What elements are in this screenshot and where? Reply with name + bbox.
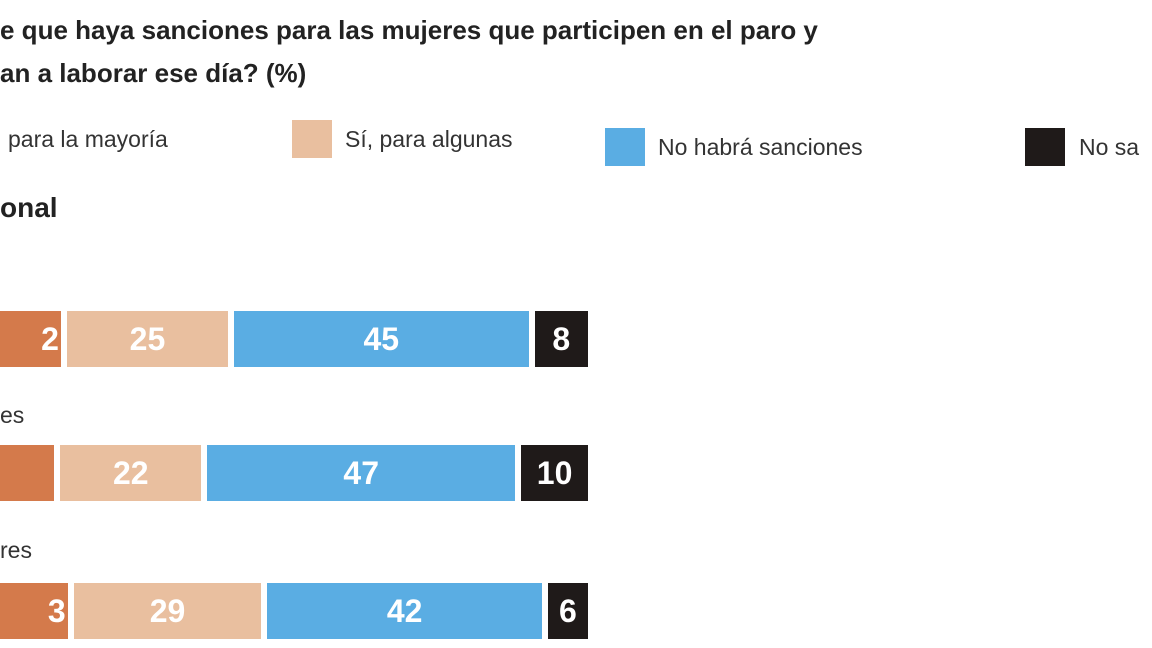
bar-segment: 45 [233,311,529,367]
legend-swatch-algunas [292,120,332,158]
bar-segment: 22 [60,445,202,501]
bar-value-label: 47 [343,454,379,491]
bar-segment: 10 [521,445,588,501]
bar-segment: 8 [534,311,588,367]
legend-label-algunas: Sí, para algunas [345,126,513,152]
chart-title-line-2: an a laborar ese día? (%) [0,58,307,88]
legend-swatch-no-sabe [1025,128,1065,166]
legend-label-mayoria: para la mayoría [8,126,168,152]
bar-value-label: 2 [41,320,59,357]
bar-value-label: 10 [536,454,573,491]
row-label: es [0,402,25,428]
bar-segment: 47 [207,445,516,501]
bar-segment: 6 [547,583,588,639]
bar-value-label: 29 [149,592,186,629]
chart-title-line-1: e que haya sanciones para las mujeres qu… [0,15,818,45]
bar-segment: 29 [73,583,262,639]
row-label: res [0,537,32,563]
bar-value-label: 45 [363,320,400,357]
legend-label-no-sanciones: No habrá sanciones [658,134,863,160]
bar-value-label: 3 [47,592,66,629]
bar-value-label: 25 [129,320,166,357]
bar-value-label: 6 [559,592,577,629]
section-heading: onal [0,192,58,223]
bar-value-label: 8 [552,320,571,357]
bar-value-label: 22 [112,454,149,491]
bar-segment: 42 [267,583,542,639]
bar-segment: 25 [66,311,228,367]
bar-segment [0,445,55,501]
bar-value-label: 42 [386,592,423,629]
legend-label-no-sabe: No sa [1079,134,1140,160]
bar-segment: 2 [0,311,61,367]
bar-segment: 3 [0,583,68,639]
legend-swatch-no-sanciones [605,128,645,166]
